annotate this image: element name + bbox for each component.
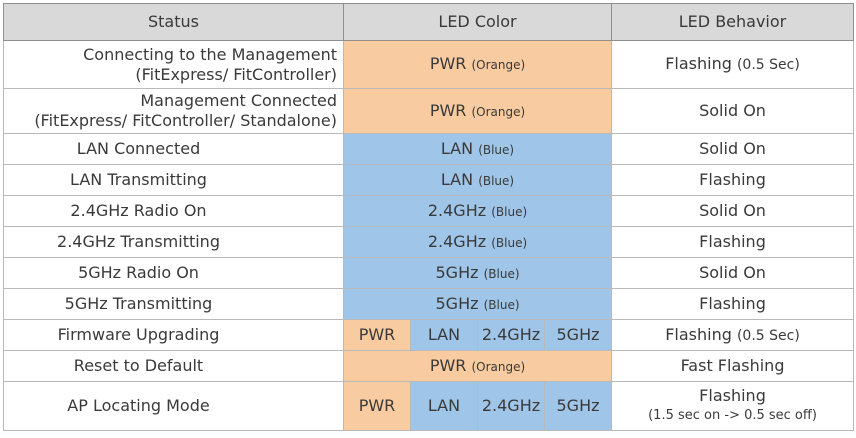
table-row: AP Locating Mode PWR LAN 2.4GHz 5GHz Fla… <box>3 381 855 431</box>
table-row: Reset to Default PWR (Orange) Fast Flash… <box>3 350 855 382</box>
led-color-cell: PWR (Orange) <box>342 350 613 382</box>
behavior-note: (0.5 Sec) <box>736 57 800 73</box>
led-color-cell: LAN (Blue) <box>342 164 613 196</box>
behavior-text: Flashing <box>699 386 766 405</box>
status-cell: 5GHz Radio On <box>3 257 344 289</box>
status-line-2: (FitExpress/ FitController/ Standalone) <box>34 111 337 130</box>
led-color-note: (Blue) <box>478 142 515 157</box>
table-row: LAN Connected LAN (Blue) Solid On <box>3 133 855 165</box>
led-name: LAN <box>440 169 474 189</box>
led-color-note: (Blue) <box>483 297 520 312</box>
led-2g-cell: 2.4GHz <box>477 381 545 431</box>
behavior-cell: Fast Flashing <box>611 350 855 382</box>
table-row: Connecting to the Management (FitExpress… <box>3 40 855 89</box>
behavior-text: Solid On <box>699 101 766 120</box>
led-color-cell: LAN (Blue) <box>342 133 613 165</box>
status-cell: Reset to Default <box>3 350 344 382</box>
behavior-cell: Flashing <box>611 288 855 320</box>
led-status-table-container: Status LED Color LED Behavior Connecting… <box>3 3 855 431</box>
led-color-cell: 5GHz (Blue) <box>342 257 613 289</box>
led-5g-cell: 5GHz <box>543 319 613 351</box>
led-status-table: Status LED Color LED Behavior Connecting… <box>3 3 855 431</box>
status-cell: LAN Transmitting <box>3 164 344 196</box>
led-name: 5GHz <box>435 293 479 313</box>
behavior-cell: Flashing <box>611 226 855 258</box>
behavior-cell: Solid On <box>611 133 855 165</box>
table-header-row: Status LED Color LED Behavior <box>3 3 855 41</box>
header-led-color: LED Color <box>342 3 613 41</box>
behavior-note: (1.5 sec on -> 0.5 sec off) <box>648 408 817 423</box>
led-color-cell: 5GHz (Blue) <box>342 288 613 320</box>
status-line-2: (FitExpress/ FitController) <box>135 64 337 84</box>
behavior-cell: Solid On <box>611 195 855 227</box>
table-row: 2.4GHz Transmitting 2.4GHz (Blue) Flashi… <box>3 226 855 258</box>
led-color-note: (Orange) <box>471 359 526 374</box>
led-color-note: (Blue) <box>483 266 520 281</box>
behavior-cell: Solid On <box>611 257 855 289</box>
status-cell: Management Connected (FitExpress/ FitCon… <box>3 88 344 134</box>
behavior-cell: Flashing (1.5 sec on -> 0.5 sec off) <box>611 381 855 431</box>
table-row: 5GHz Transmitting 5GHz (Blue) Flashing <box>3 288 855 320</box>
behavior-cell: Flashing (0.5 Sec) <box>611 40 855 89</box>
led-name: PWR <box>429 355 467 375</box>
status-cell: AP Locating Mode <box>3 381 344 431</box>
led-color-note: (Orange) <box>471 58 526 72</box>
status-cell: LAN Connected <box>3 133 344 165</box>
led-color-note: (Blue) <box>491 204 528 219</box>
table-row: Management Connected (FitExpress/ FitCon… <box>3 88 855 134</box>
behavior-cell: Flashing (0.5 Sec) <box>611 319 855 351</box>
led-lan-cell: LAN <box>410 381 478 431</box>
behavior-text: Flashing <box>665 324 732 344</box>
behavior-note: (0.5 Sec) <box>736 327 800 344</box>
header-status: Status <box>3 3 344 41</box>
led-name: PWR <box>429 54 467 73</box>
led-color-cell: 2.4GHz (Blue) <box>342 226 613 258</box>
led-color-cell: PWR (Orange) <box>342 88 613 134</box>
behavior-text: Flashing <box>665 54 732 73</box>
led-color-note: (Blue) <box>491 235 528 250</box>
led-name: 5GHz <box>435 262 479 282</box>
status-cell: 2.4GHz Transmitting <box>3 226 344 258</box>
led-color-note: (Orange) <box>471 104 526 119</box>
behavior-cell: Flashing <box>611 164 855 196</box>
status-cell: 2.4GHz Radio On <box>3 195 344 227</box>
led-pwr-cell: PWR <box>343 381 411 431</box>
led-color-note: (Blue) <box>478 173 515 188</box>
status-line-1: Management Connected <box>140 91 337 110</box>
table-row: LAN Transmitting LAN (Blue) Flashing <box>3 164 855 196</box>
led-name: LAN <box>440 138 474 158</box>
table-row: Firmware Upgrading PWR LAN 2.4GHz 5GHz F… <box>3 319 855 351</box>
status-cell: Firmware Upgrading <box>3 319 344 351</box>
status-line-1: Connecting to the Management <box>83 44 337 64</box>
status-cell: 5GHz Transmitting <box>3 288 344 320</box>
status-cell: Connecting to the Management (FitExpress… <box>3 40 344 89</box>
led-pwr-cell: PWR <box>343 319 411 351</box>
led-name: PWR <box>429 100 467 120</box>
led-name: 2.4GHz <box>427 200 487 220</box>
led-2g-cell: 2.4GHz <box>477 319 545 351</box>
header-led-behavior: LED Behavior <box>611 3 855 41</box>
led-color-cell: PWR (Orange) <box>342 40 613 89</box>
led-lan-cell: LAN <box>410 319 478 351</box>
led-name: 2.4GHz <box>427 231 487 251</box>
table-row: 5GHz Radio On 5GHz (Blue) Solid On <box>3 257 855 289</box>
led-color-cell: 2.4GHz (Blue) <box>342 195 613 227</box>
led-5g-cell: 5GHz <box>543 381 613 431</box>
table-row: 2.4GHz Radio On 2.4GHz (Blue) Solid On <box>3 195 855 227</box>
behavior-cell: Solid On <box>611 88 855 134</box>
